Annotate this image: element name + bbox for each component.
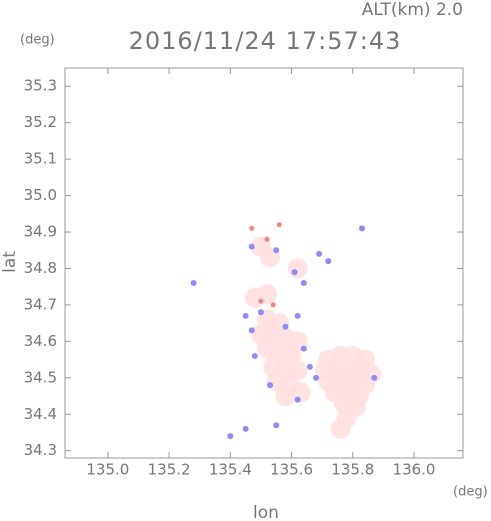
echo-point	[358, 225, 365, 232]
echo-point	[300, 345, 307, 352]
chart-title: 2016/11/24 17:57:43	[129, 27, 402, 55]
echo-point	[248, 327, 255, 334]
x-tick-label: 135.8	[331, 461, 374, 479]
echo-point	[242, 312, 249, 319]
y-tick-label: 34.9	[24, 223, 57, 241]
y-tick-label: 34.8	[24, 259, 57, 277]
x-axis-label: lon	[253, 503, 279, 521]
x-tick-label: 135.2	[148, 461, 191, 479]
echo-point	[264, 236, 270, 242]
echo-point	[330, 418, 351, 439]
echo-point	[291, 269, 298, 276]
y-tick-label: 34.5	[24, 368, 57, 386]
echo-point	[270, 302, 276, 308]
echo-point	[267, 382, 274, 389]
y-unit: (deg)	[20, 33, 55, 48]
y-tick-label: 34.6	[24, 332, 57, 350]
y-tick-label: 34.3	[24, 441, 57, 459]
x-tick-label: 136.0	[393, 461, 436, 479]
echo-point	[275, 386, 296, 407]
y-tick-label: 34.7	[24, 295, 57, 313]
y-tick-label: 35.3	[24, 77, 57, 95]
echo-point	[257, 283, 278, 304]
echo-point	[282, 323, 289, 330]
echo-point	[249, 225, 255, 231]
y-tick-label: 35.0	[24, 186, 57, 204]
y-axis-label: lat	[0, 251, 20, 273]
echo-point	[273, 422, 280, 429]
echo-point	[325, 258, 332, 265]
y-tick-label: 35.2	[24, 113, 57, 131]
echo-point	[190, 280, 197, 287]
echo-point	[276, 222, 282, 228]
x-tick-label: 135.6	[270, 461, 313, 479]
echo-point	[227, 433, 234, 440]
echo-point	[294, 312, 301, 319]
echo-point	[242, 425, 249, 432]
echo-point	[294, 396, 301, 403]
altitude-label: ALT(km) 2.0	[362, 0, 463, 20]
plot-frame	[64, 67, 464, 459]
echo-point	[258, 298, 264, 304]
echo-point	[316, 250, 323, 257]
echo-point	[313, 374, 320, 381]
x-tick-label: 135.4	[209, 461, 252, 479]
echo-point	[300, 280, 307, 287]
echo-point	[248, 243, 255, 250]
x-unit: (deg)	[453, 485, 488, 500]
y-tick-label: 34.4	[24, 405, 57, 423]
echo-point	[251, 352, 258, 359]
echo-point	[371, 374, 378, 381]
x-tick-label: 135.0	[86, 461, 129, 479]
y-tick-label: 35.1	[24, 150, 57, 168]
echo-point	[273, 247, 280, 254]
echo-point	[257, 309, 264, 316]
echo-point	[306, 363, 313, 370]
echo-point	[290, 382, 311, 403]
echo-point	[287, 360, 308, 381]
echo-point	[287, 258, 308, 279]
